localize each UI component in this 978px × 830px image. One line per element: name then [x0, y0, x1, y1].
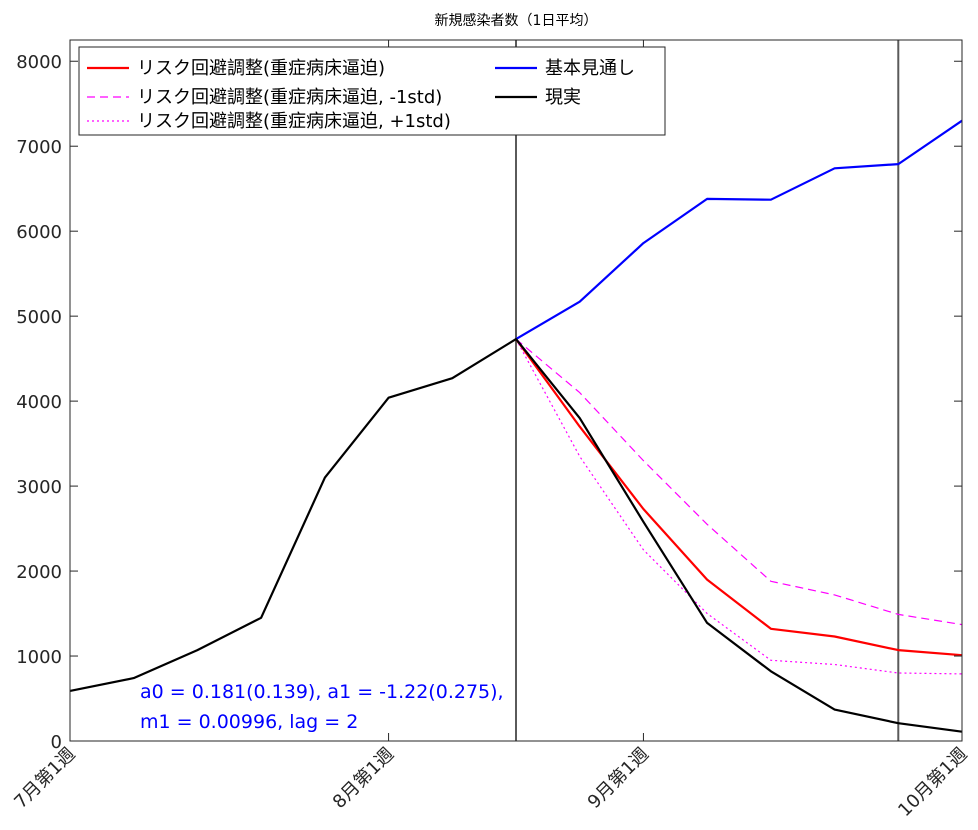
series-line-3 — [515, 119, 963, 341]
series-group — [69, 119, 963, 733]
x-tick-label: 9月第1週 — [584, 744, 653, 813]
x-tick-label: 8月第1週 — [329, 744, 398, 813]
y-tick-label: 8000 — [16, 52, 62, 73]
chart-title: 新規感染者数（1日平均） — [435, 12, 598, 29]
legend-label: 現実 — [545, 87, 581, 108]
legend-label: 基本見通し — [545, 58, 635, 79]
legend-label: リスク回避調整(重症病床逼迫, +1std) — [137, 111, 451, 132]
legend-box — [78, 46, 666, 136]
y-tick-label: 3000 — [16, 477, 62, 498]
axes — [69, 39, 963, 742]
y-tick-labels: 0 1000 2000 3000 4000 5000 6000 7000 8000 — [16, 52, 62, 753]
legend-label: リスク回避調整(重症病床逼迫, -1std) — [137, 87, 442, 108]
y-tick-label: 5000 — [16, 307, 62, 328]
series-line-4 — [69, 338, 963, 733]
x-tick-label: 7月第1週 — [10, 744, 79, 813]
series-line-2 — [515, 338, 963, 675]
y-tick-label: 0 — [51, 732, 62, 753]
y-tick-label: 4000 — [16, 392, 62, 413]
x-tick-label: 10月第1週 — [894, 744, 971, 821]
legend-label: リスク回避調整(重症病床逼迫) — [137, 58, 385, 79]
y-tick-label: 2000 — [16, 562, 62, 583]
vertical-markers — [515, 40, 900, 741]
x-tick-labels: 7月第1週 8月第1週 9月第1週 10月第1週 — [10, 744, 971, 821]
y-tick-label: 1000 — [16, 647, 62, 668]
annotation-line-0: a0 = 0.181(0.139), a1 = -1.22(0.275), — [140, 681, 504, 703]
plot-frame — [69, 39, 963, 742]
annotation: a0 = 0.181(0.139), a1 = -1.22(0.275), m1 … — [140, 681, 504, 733]
y-tick-label: 7000 — [16, 137, 62, 158]
series-line-0 — [515, 338, 963, 657]
y-tick-label: 6000 — [16, 222, 62, 243]
legend: リスク回避調整(重症病床逼迫) リスク回避調整(重症病床逼迫, -1std) リスク… — [78, 46, 666, 136]
annotation-line-1: m1 = 0.00996, lag = 2 — [140, 711, 358, 733]
series-line-1 — [515, 338, 963, 626]
